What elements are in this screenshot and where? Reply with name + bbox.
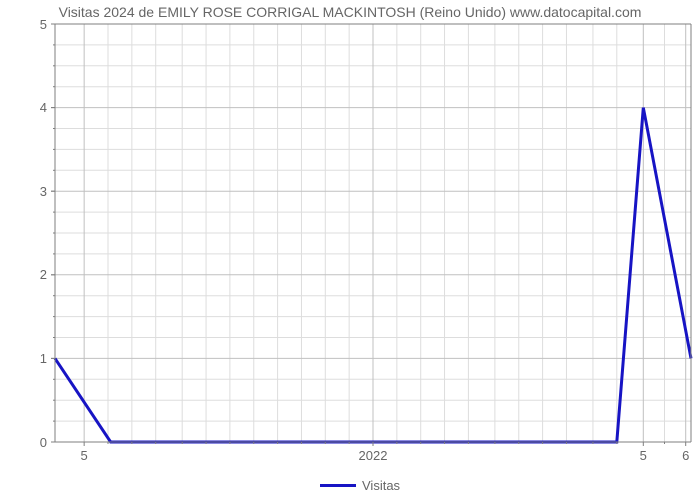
chart-container: Visitas 2024 de EMILY ROSE CORRIGAL MACK…	[0, 0, 700, 500]
x-tick-label: 5	[81, 448, 88, 463]
plot-area	[55, 24, 691, 442]
x-tick-label: 6	[682, 448, 689, 463]
legend-swatch	[320, 484, 356, 487]
y-tick-label: 2	[40, 267, 47, 282]
y-tick-label: 1	[40, 351, 47, 366]
x-tick-label: 2022	[359, 448, 388, 463]
y-tick-label: 5	[40, 17, 47, 32]
y-tick-label: 4	[40, 100, 47, 115]
legend: Visitas	[320, 478, 400, 493]
y-tick-label: 0	[40, 435, 47, 450]
x-tick-label: 5	[640, 448, 647, 463]
y-tick-label: 3	[40, 184, 47, 199]
legend-label: Visitas	[362, 478, 400, 493]
chart-title: Visitas 2024 de EMILY ROSE CORRIGAL MACK…	[0, 4, 700, 20]
